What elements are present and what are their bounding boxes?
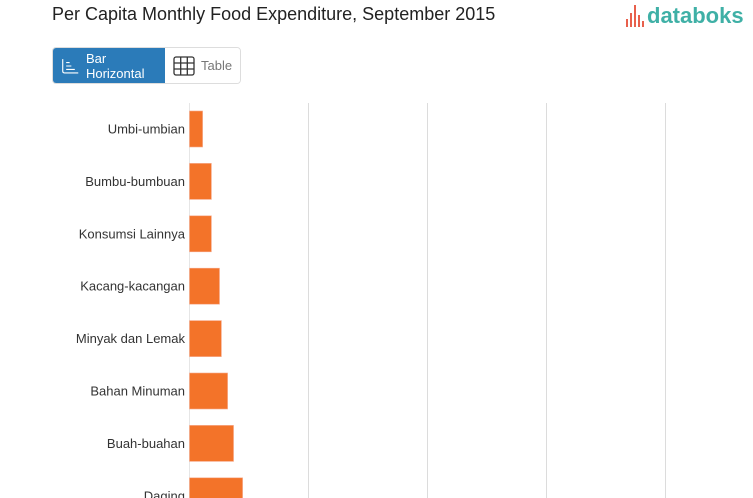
- table-label: Table: [201, 58, 233, 73]
- category-label: Umbi-umbian: [108, 122, 185, 137]
- databoks-logo[interactable]: databoks: [626, 3, 744, 29]
- bar[interactable]: [189, 372, 228, 410]
- bar[interactable]: [189, 110, 203, 148]
- bar-horizontal-label: Bar Horizontal: [85, 50, 145, 81]
- bar[interactable]: [189, 320, 222, 357]
- category-label: Bahan Minuman: [90, 384, 185, 399]
- chart-title: Per Capita Monthly Food Expenditure, Sep…: [52, 4, 496, 24]
- bar[interactable]: [189, 425, 234, 462]
- bar-chart: Umbi-umbian Bumbu-bumbuan Konsumsi Lainnya…: [76, 103, 666, 498]
- bar[interactable]: [189, 163, 212, 200]
- table-button[interactable]: Table: [165, 48, 241, 83]
- bar[interactable]: [189, 477, 243, 498]
- table-grid-icon: [173, 55, 195, 76]
- bar-horizontal-button[interactable]: Bar Horizontal: [53, 48, 165, 83]
- bar[interactable]: [189, 267, 220, 305]
- view-toggle: Bar Horizontal Table: [52, 47, 242, 84]
- bar-horizontal-icon: [62, 58, 79, 73]
- category-label: Bumbu-bumbuan: [85, 174, 185, 189]
- category-label: Buah-buahan: [107, 436, 185, 451]
- category-label: Konsumsi Lainnya: [79, 226, 186, 241]
- category-label: Minyak dan Lemak: [76, 331, 186, 346]
- bar[interactable]: [189, 215, 212, 253]
- logo-text: databoks: [647, 3, 744, 28]
- category-label: Daging: [144, 488, 185, 498]
- logo-bars-icon: [626, 5, 644, 27]
- category-label: Kacang-kacangan: [80, 279, 185, 294]
